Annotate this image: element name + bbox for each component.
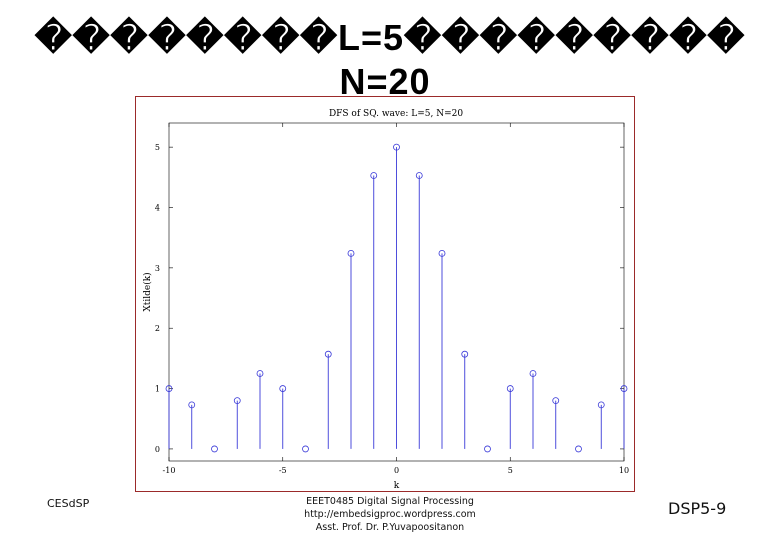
stem-marker bbox=[188, 401, 196, 409]
x-tick-label: 0 bbox=[394, 466, 399, 475]
stem-marker bbox=[347, 249, 355, 257]
x-axis-label: k bbox=[394, 481, 400, 491]
x-tick-label: -10 bbox=[163, 466, 176, 475]
stem-marker bbox=[211, 445, 218, 453]
stem-plot: DFS of SQ. wave: L=5, N=20 -10 -5 0 5 10 0 1 2 3… bbox=[142, 109, 629, 491]
x-tick-label: 5 bbox=[508, 466, 513, 475]
stem-marker bbox=[461, 350, 469, 358]
stem-marker bbox=[302, 445, 309, 453]
slide-number: DSP5-9 bbox=[668, 499, 727, 518]
y-axis-label: Xtilde(k) bbox=[142, 272, 153, 311]
stem-marker bbox=[597, 401, 605, 409]
stem-marker bbox=[393, 143, 400, 151]
stem-marker bbox=[415, 172, 423, 179]
footer-url: http://embedsigproc.wordpress.com bbox=[304, 509, 476, 520]
stem-marker bbox=[256, 370, 264, 377]
stem-marker bbox=[438, 249, 446, 257]
footer-left: CESdSP bbox=[47, 497, 90, 510]
slide-title: ��������L=5��������� N=20 bbox=[0, 16, 780, 104]
y-tick-label: 3 bbox=[155, 264, 160, 273]
chart-title: DFS of SQ. wave: L=5, N=20 bbox=[329, 109, 463, 119]
x-tick-label: 10 bbox=[619, 466, 629, 475]
y-tick-label: 2 bbox=[155, 324, 160, 333]
stem-marker bbox=[506, 385, 514, 392]
slide-title-line1: ��������L=5��������� bbox=[34, 17, 746, 58]
x-tick-label: -5 bbox=[279, 466, 287, 475]
footer-center: EEET0485 Digital Signal Processing http:… bbox=[250, 495, 530, 534]
y-tick-label: 5 bbox=[155, 143, 160, 152]
stem-marker bbox=[484, 445, 491, 453]
stem-marker bbox=[324, 350, 332, 358]
footer-author: Asst. Prof. Dr. P.Yuvapoositanon bbox=[315, 522, 465, 533]
stem-marker bbox=[233, 397, 241, 405]
stem-marker bbox=[165, 385, 173, 392]
stem-marker bbox=[279, 385, 287, 392]
figure-frame: DFS of SQ. wave: L=5, N=20 -10 -5 0 5 10 0 1 2 3… bbox=[135, 96, 635, 492]
y-tick-label: 1 bbox=[155, 385, 160, 394]
stem-marker bbox=[552, 397, 560, 405]
stem-marker bbox=[529, 370, 537, 377]
footer-course: EEET0485 Digital Signal Processing bbox=[306, 496, 474, 507]
stem-marker bbox=[620, 385, 628, 392]
slide-title-line2: N=20 bbox=[339, 61, 431, 102]
stem-marker bbox=[575, 445, 582, 453]
y-tick-label: 4 bbox=[155, 204, 160, 213]
y-tick-label: 0 bbox=[155, 445, 160, 454]
stem-marker bbox=[370, 172, 378, 179]
